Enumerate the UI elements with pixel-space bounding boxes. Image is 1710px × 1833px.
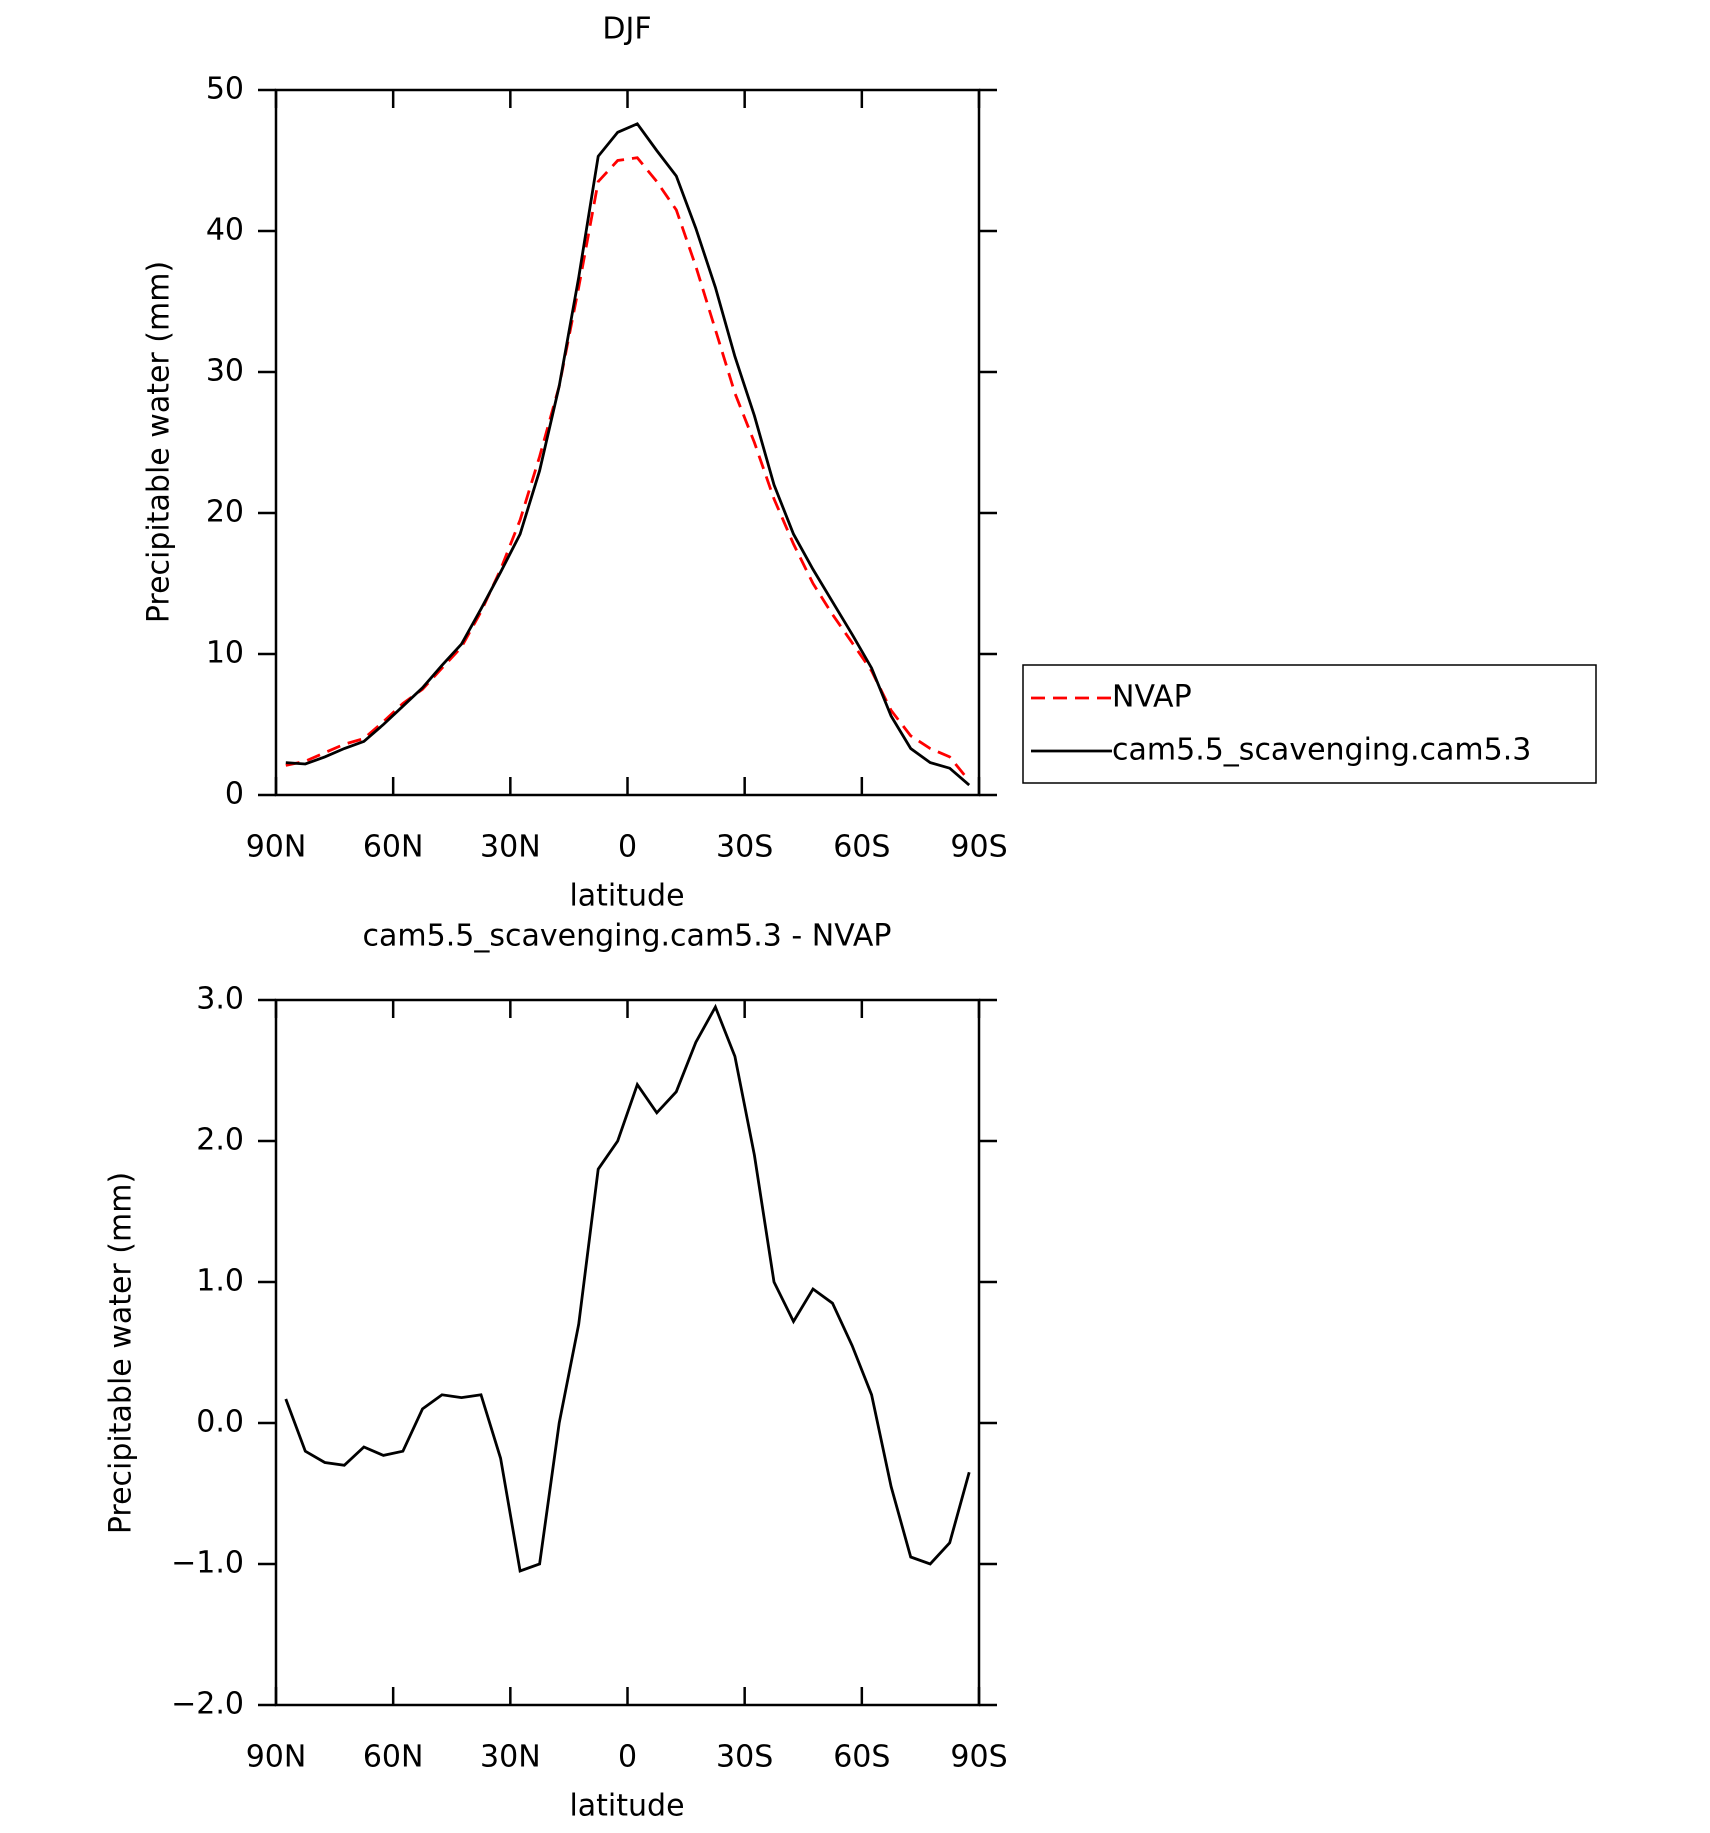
y-tick-label: 30 [206,354,244,389]
x-axis-label: latitude [569,879,684,914]
chart-title: DJF [602,12,651,47]
x-tick-label: 90N [246,830,307,865]
y-axis-label: Precipitable water (mm) [142,261,177,623]
plot-frame [274,88,981,797]
x-axis-label: latitude [569,1789,684,1824]
chart-title: cam5.5_scavenging.cam5.3 - NVAP [363,919,892,954]
x-tick-label: 30N [480,830,541,865]
x-tick-label: 60N [363,830,424,865]
legend-label: NVAP [1112,680,1192,715]
y-axis-label: Precipitable water (mm) [104,1172,139,1534]
y-tick-label: −2.0 [171,1687,244,1722]
x-tick-label: 60S [833,1740,890,1775]
y-tick-label: 20 [206,495,244,530]
series-line [284,1003,971,1573]
legend-box [1022,664,1597,784]
x-tick-label: 60N [363,1740,424,1775]
x-tick-label: 30S [716,830,773,865]
x-tick-label: 0 [618,1740,637,1775]
y-tick-label: 3.0 [196,982,244,1017]
series-line [285,156,971,782]
legend-label: cam5.5_scavenging.cam5.3 [1112,733,1531,768]
x-tick-label: 90N [246,1740,307,1775]
series-line [285,122,971,787]
y-tick-label: 40 [206,213,244,248]
x-tick-label: 90S [950,1740,1007,1775]
y-tick-label: 0 [225,777,244,812]
x-tick-label: 60S [833,830,890,865]
y-tick-label: 10 [206,636,244,671]
x-tick-label: 30S [716,1740,773,1775]
x-tick-label: 90S [950,830,1007,865]
y-tick-label: −1.0 [171,1546,244,1581]
plot-frame [274,998,981,1707]
y-tick-label: 2.0 [196,1123,244,1158]
y-tick-label: 50 [206,72,244,107]
x-tick-label: 0 [618,830,637,865]
y-tick-label: 1.0 [196,1264,244,1299]
x-tick-label: 30N [480,1740,541,1775]
y-tick-label: 0.0 [196,1405,244,1440]
